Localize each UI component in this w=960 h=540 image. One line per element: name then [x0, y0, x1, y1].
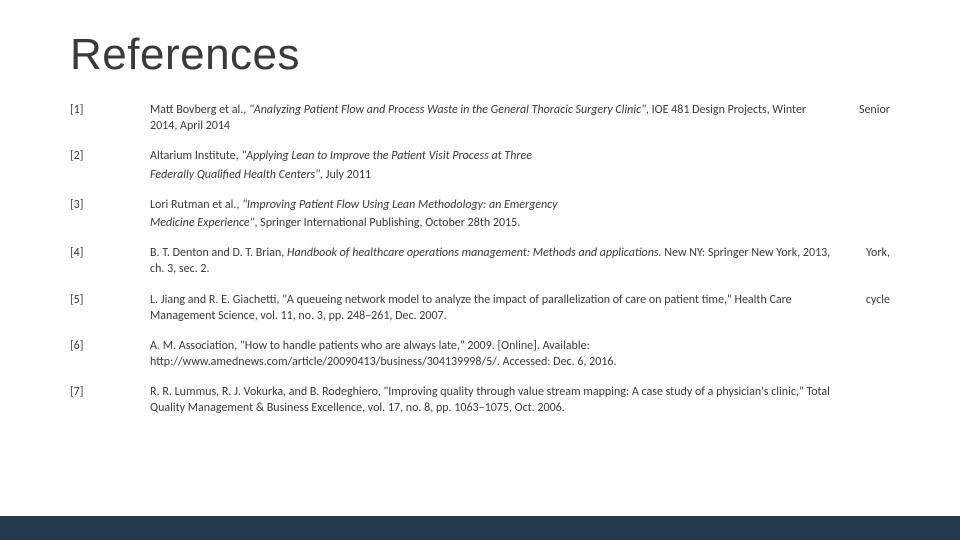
- reference-pre: R. R. Lummus, R. J. Vokurka, and B. Rode…: [150, 385, 830, 415]
- reference-right-fragment: cycle: [840, 292, 890, 324]
- reference-body: B. T. Denton and D. T. Brian, Handbook o…: [150, 245, 840, 277]
- reference-continuation: Federally Qualified Health Centers", Jul…: [150, 167, 890, 183]
- reference-number: [3]: [70, 197, 150, 213]
- reference-body: A. M. Association, "How to handle patien…: [150, 338, 840, 370]
- reference-row: [4] B. T. Denton and D. T. Brian, Handbo…: [70, 245, 890, 277]
- reference-body: L. Jiang and R. E. Giachetti, "A queuein…: [150, 292, 840, 324]
- reference-pre: Altarium Institute,: [150, 149, 241, 163]
- reference-continuation: Medicine Experience", Springer Internati…: [150, 215, 890, 231]
- reference-italic: "Applying Lean to Improve the Patient Vi…: [241, 149, 532, 163]
- reference-row: [5] L. Jiang and R. E. Giachetti, "A que…: [70, 292, 890, 324]
- reference-italic: "Analyzing Patient Flow and Process Wast…: [249, 103, 646, 117]
- reference-cont-post: , Springer International Publishing, Oct…: [254, 216, 520, 230]
- reference-cont-italic: Federally Qualified Health Centers": [150, 168, 320, 182]
- reference-right-fragment: [840, 197, 890, 213]
- reference-italic: "Improving Patient Flow Using Lean Metho…: [242, 198, 557, 212]
- bottom-accent-bar: [0, 516, 960, 540]
- reference-right-fragment: York,: [840, 245, 890, 277]
- reference-pre: Lori Rutman et al.,: [150, 198, 242, 212]
- reference-row: [7] R. R. Lummus, R. J. Vokurka, and B. …: [70, 384, 890, 416]
- reference-row: [3] Lori Rutman et al., "Improving Patie…: [70, 197, 890, 213]
- reference-pre: Matt Bovberg et al.,: [150, 103, 249, 117]
- reference-italic: Handbook of healthcare operations manage…: [287, 246, 662, 260]
- slide: References [1] Matt Bovberg et al., "Ana…: [0, 0, 960, 540]
- reference-right-fragment: [840, 148, 890, 164]
- reference-right-fragment: Senior: [840, 102, 890, 134]
- reference-pre: B. T. Denton and D. T. Brian,: [150, 246, 287, 260]
- reference-pre: L. Jiang and R. E. Giachetti, "A queuein…: [150, 293, 792, 323]
- reference-right-fragment: [840, 338, 890, 370]
- slide-title: References: [70, 30, 890, 80]
- reference-body: R. R. Lummus, R. J. Vokurka, and B. Rode…: [150, 384, 840, 416]
- reference-cont-post: , July 2011: [320, 168, 371, 182]
- reference-number: [1]: [70, 102, 150, 134]
- reference-pre: A. M. Association, "How to handle patien…: [150, 339, 617, 369]
- reference-number: [4]: [70, 245, 150, 277]
- reference-body: Altarium Institute, "Applying Lean to Im…: [150, 148, 840, 164]
- reference-row: [2] Altarium Institute, "Applying Lean t…: [70, 148, 890, 164]
- reference-number: [6]: [70, 338, 150, 370]
- reference-body: Lori Rutman et al., "Improving Patient F…: [150, 197, 840, 213]
- reference-row: [6] A. M. Association, "How to handle pa…: [70, 338, 890, 370]
- reference-cont-italic: Medicine Experience": [150, 216, 254, 230]
- reference-number: [5]: [70, 292, 150, 324]
- references-list: [1] Matt Bovberg et al., "Analyzing Pati…: [70, 102, 890, 417]
- reference-right-fragment: [840, 384, 890, 416]
- reference-row: [1] Matt Bovberg et al., "Analyzing Pati…: [70, 102, 890, 134]
- reference-number: [2]: [70, 148, 150, 164]
- reference-body: Matt Bovberg et al., "Analyzing Patient …: [150, 102, 840, 134]
- reference-number: [7]: [70, 384, 150, 416]
